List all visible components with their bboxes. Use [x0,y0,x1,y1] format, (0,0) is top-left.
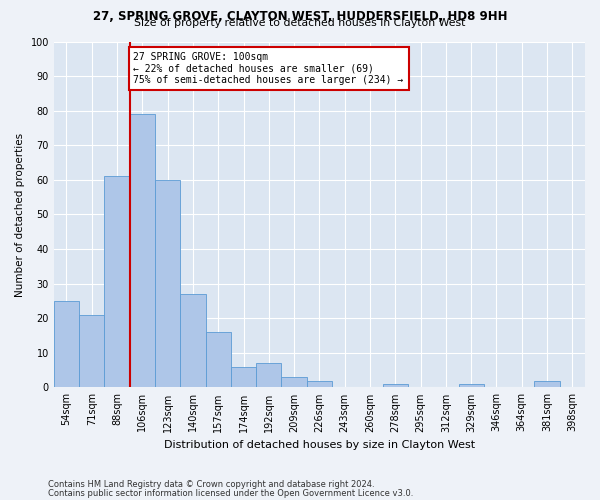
Text: 27 SPRING GROVE: 100sqm
← 22% of detached houses are smaller (69)
75% of semi-de: 27 SPRING GROVE: 100sqm ← 22% of detache… [133,52,404,85]
Bar [104,176,130,388]
Bar [206,332,231,388]
X-axis label: Distribution of detached houses by size in Clayton West: Distribution of detached houses by size … [164,440,475,450]
Bar [54,301,79,388]
Text: Contains public sector information licensed under the Open Government Licence v3: Contains public sector information licen… [48,488,413,498]
Bar [383,384,408,388]
Bar [130,114,155,388]
Bar [231,366,256,388]
Bar [281,377,307,388]
Bar [155,180,180,388]
Bar [458,384,484,388]
Text: 27, SPRING GROVE, CLAYTON WEST, HUDDERSFIELD, HD8 9HH: 27, SPRING GROVE, CLAYTON WEST, HUDDERSF… [93,10,507,23]
Bar [307,380,332,388]
Bar [79,315,104,388]
Text: Contains HM Land Registry data © Crown copyright and database right 2024.: Contains HM Land Registry data © Crown c… [48,480,374,489]
Text: Size of property relative to detached houses in Clayton West: Size of property relative to detached ho… [134,18,466,28]
Y-axis label: Number of detached properties: Number of detached properties [15,132,25,296]
Bar [535,380,560,388]
Bar [256,363,281,388]
Bar [180,294,206,388]
